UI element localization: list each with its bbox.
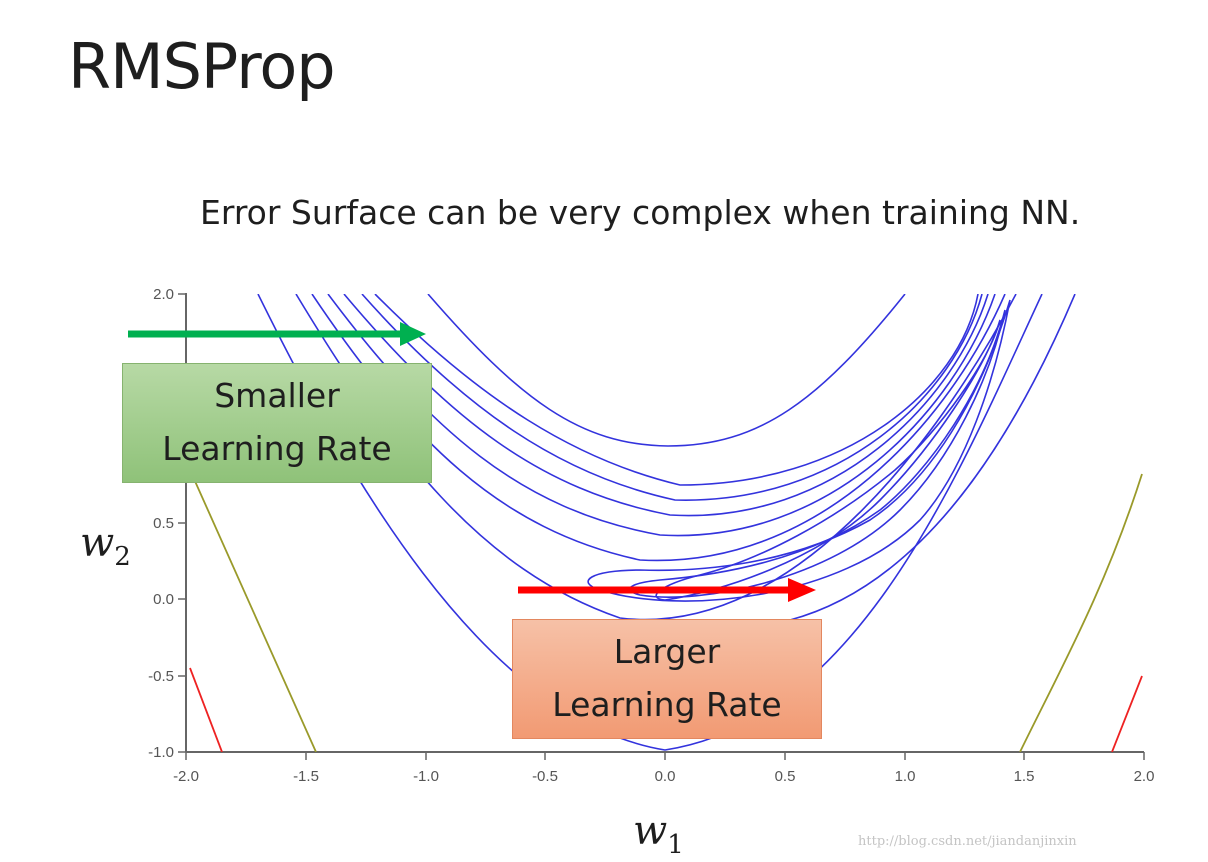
y-axis-sub: 2 xyxy=(114,542,131,572)
y-tick-label: 0.0 xyxy=(153,591,174,608)
y-axis-ticks: 2.0 0.5 0.0 -0.5 -1.0 xyxy=(148,286,186,761)
contour-inner-ellipse xyxy=(587,299,1011,602)
smaller-lr-line1: Smaller xyxy=(214,376,340,416)
x-tick-label: -2.0 xyxy=(173,768,199,785)
x-tick-label: 1.0 xyxy=(895,768,916,785)
y-axis-label: w2 xyxy=(80,520,131,572)
slide-title: RMSProp xyxy=(68,30,336,103)
larger-lr-line2: Learning Rate xyxy=(552,685,782,724)
x-tick-label: -0.5 xyxy=(532,768,558,785)
x-tick-label: 0.0 xyxy=(655,768,676,785)
smaller-lr-arrow xyxy=(128,322,426,346)
x-tick-label: -1.0 xyxy=(413,768,439,785)
larger-lr-arrow-head xyxy=(788,578,816,602)
contour-line xyxy=(374,294,979,486)
contour-line xyxy=(789,294,1076,621)
slide-subtitle: Error Surface can be very complex when t… xyxy=(200,193,1081,232)
contour-line xyxy=(427,294,906,447)
watermark: http://blog.csdn.net/jiandanjinxin xyxy=(858,834,1077,849)
smaller-lr-arrow-head xyxy=(400,322,426,346)
contour-inner-ellipse xyxy=(628,309,1006,598)
contour-red-right xyxy=(1111,675,1143,752)
x-axis-var: w xyxy=(633,808,668,854)
x-tick-label: 1.5 xyxy=(1014,768,1035,785)
y-tick-label: 2.0 xyxy=(153,286,174,303)
x-axis-ticks: -2.0 -1.5 -1.0 -0.5 0.0 0.5 1.0 1.5 2.0 xyxy=(173,752,1154,785)
x-tick-label: 0.5 xyxy=(775,768,796,785)
contour-olive-right xyxy=(1019,473,1143,752)
y-tick-label: -0.5 xyxy=(148,668,174,685)
x-tick-label: -1.5 xyxy=(293,768,319,785)
smaller-learning-rate-box: Smaller Learning Rate xyxy=(122,363,432,483)
contour-olive-left xyxy=(189,469,317,752)
smaller-lr-line2: Learning Rate xyxy=(162,429,392,468)
x-axis-sub: 1 xyxy=(667,830,684,860)
x-axis-label: w1 xyxy=(633,808,684,860)
y-axis-var: w xyxy=(80,520,115,566)
larger-learning-rate-box: Larger Learning Rate xyxy=(512,619,822,739)
contour-red-left xyxy=(189,667,223,752)
y-tick-label: -1.0 xyxy=(148,744,174,761)
y-tick-label: 0.5 xyxy=(153,515,174,532)
larger-lr-line1: Larger xyxy=(613,632,721,672)
contour-line xyxy=(343,294,989,517)
x-tick-label: 2.0 xyxy=(1134,768,1155,785)
larger-lr-arrow xyxy=(518,578,816,602)
contour-line xyxy=(361,294,983,501)
